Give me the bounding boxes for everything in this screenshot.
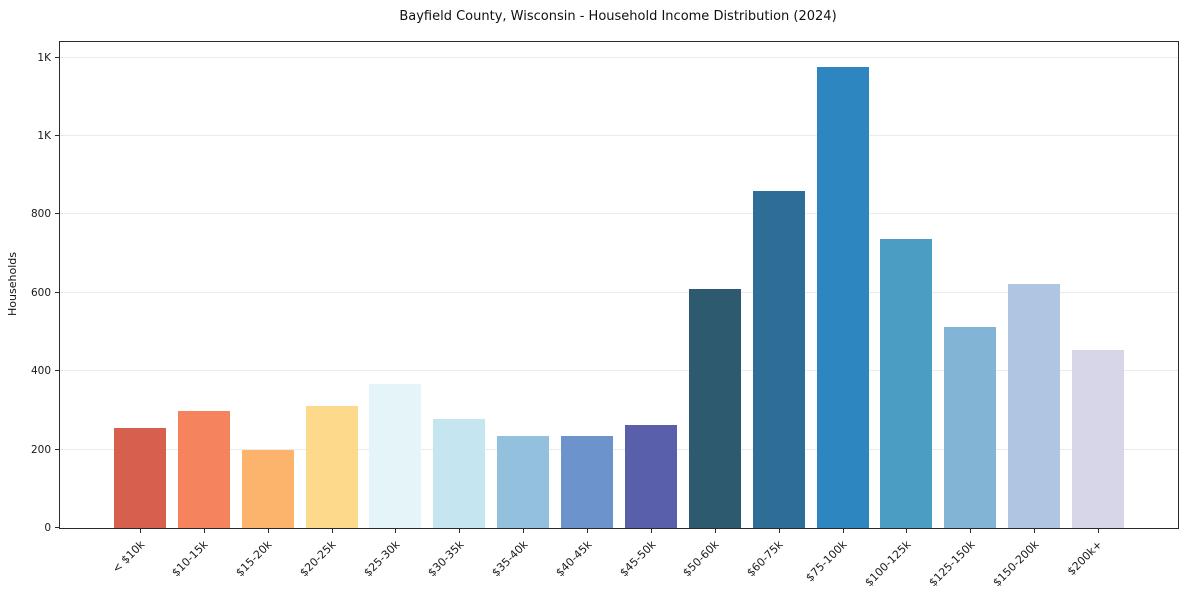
y-tick-mark (55, 213, 60, 215)
chart-title: Bayfield County, Wisconsin - Household I… (399, 9, 837, 24)
y-tick-label: 1K (37, 51, 51, 64)
gridline (60, 213, 1178, 215)
y-tick-mark (55, 291, 60, 293)
bar (305, 406, 358, 528)
x-tick-mark (459, 528, 461, 533)
gridline (60, 135, 1178, 137)
x-tick-label: $50-60k (680, 538, 723, 580)
y-tick-label: 0 (44, 522, 51, 534)
x-tick-label: $10-15k (169, 538, 212, 580)
x-tick-label: $20-25k (297, 538, 339, 580)
y-tick-label: 800 (30, 208, 51, 221)
x-tick-label: $25-30k (361, 538, 403, 580)
y-axis-label: Households (6, 252, 19, 316)
x-tick-mark (523, 528, 525, 533)
x-tick-mark (267, 528, 269, 533)
bar (752, 190, 805, 528)
x-tick-label: < $10k (109, 538, 148, 576)
x-tick-label: $45-50k (616, 538, 659, 580)
x-tick-label: $150-200k (990, 538, 1042, 590)
x-tick-mark (714, 528, 716, 533)
y-tick-mark (55, 135, 60, 137)
x-tick-mark (778, 528, 780, 533)
x-tick-mark (970, 528, 972, 533)
gridline (60, 56, 1178, 58)
bar (561, 435, 614, 528)
bar (688, 288, 741, 528)
bar (624, 424, 677, 528)
x-tick-mark (650, 528, 652, 533)
gridline (60, 370, 1178, 372)
x-tick-label: $60-75k (744, 538, 786, 580)
y-tick-label: 1K (37, 130, 51, 143)
x-tick-mark (842, 528, 844, 533)
x-tick-mark (587, 528, 589, 533)
x-tick-label: $75-100k (803, 538, 850, 585)
y-tick-label: 600 (30, 286, 51, 299)
bar (880, 238, 933, 528)
x-tick-mark (139, 528, 141, 533)
y-tick-mark (55, 370, 60, 372)
x-tick-label: $35-40k (489, 538, 531, 580)
y-tick-mark (55, 448, 60, 450)
x-tick-label: $30-35k (425, 538, 467, 580)
x-tick-mark (1098, 528, 1100, 533)
x-tick-mark (331, 528, 333, 533)
bar (497, 435, 550, 528)
x-tick-label: $200k+ (1065, 538, 1106, 579)
bar (241, 449, 294, 528)
x-tick-mark (203, 528, 205, 533)
y-tick-mark (55, 56, 60, 58)
bar (944, 326, 997, 528)
x-tick-label: $40-45k (552, 538, 595, 580)
x-tick-label: $15-20k (233, 538, 275, 580)
x-tick-label: $125-150k (926, 538, 978, 590)
bar (177, 411, 230, 528)
bar (433, 419, 486, 528)
y-tick-label: 400 (30, 365, 51, 378)
bar (1008, 284, 1061, 528)
bar (369, 384, 422, 528)
x-tick-mark (1034, 528, 1036, 533)
bar (113, 428, 166, 528)
bar (816, 67, 869, 528)
x-tick-label: $100-125k (862, 538, 914, 590)
y-tick-label: 200 (30, 443, 51, 456)
gridline (60, 448, 1178, 450)
plot-area: 0 200 400 600 800 1K 1K < $10k $10-15k $15-20k $20… (31, 41, 1179, 589)
y-tick-mark (55, 527, 60, 528)
gridline (60, 291, 1178, 293)
x-tick-mark (906, 528, 908, 533)
bar (1072, 350, 1125, 528)
x-tick-mark (395, 528, 397, 533)
